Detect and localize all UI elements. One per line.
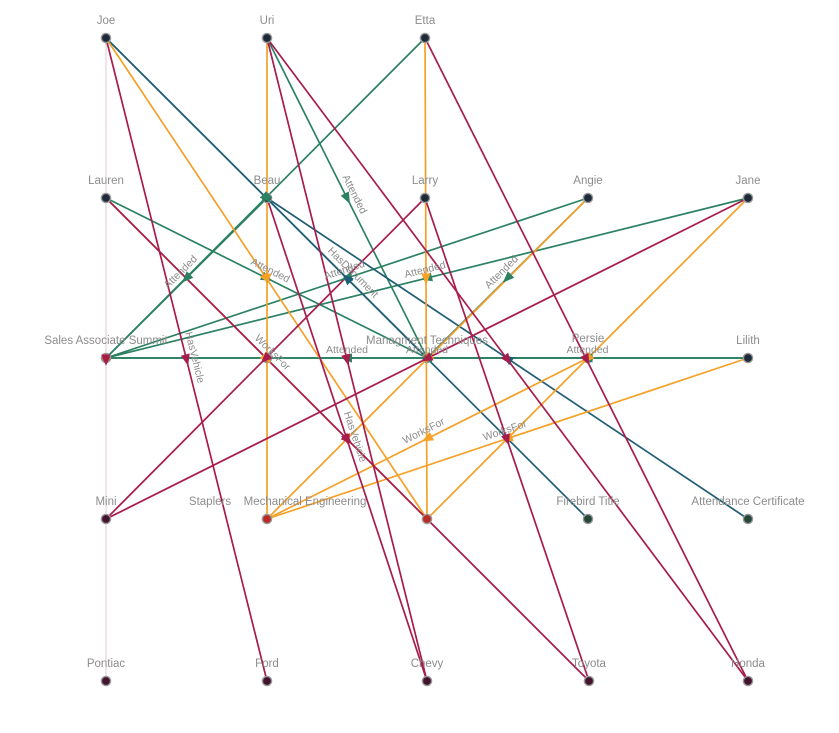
arrowheads-layer [101,191,595,446]
node-ford[interactable] [261,675,273,687]
arrowhead-worksfor-persie-staplers [421,432,435,442]
node-label-lauren: Lauren [88,175,124,187]
arrowhead-hasvehicle-etta-honda [580,352,590,366]
arrowhead-attended-uri-managment-techniques [340,191,350,204]
node-label-honda: Honda [731,658,765,670]
edge-label-attended-lilith-managment-techniques: Attended [566,344,608,356]
arrowhead-hasvehicle-lauren-toyota [340,432,353,445]
node-firebird-title[interactable] [582,513,594,525]
arrowhead-hasvehicle-joe-ford [180,353,190,366]
arrowhead-attended-beau-sales-associate-summit [181,271,194,283]
node-staplers[interactable] [261,513,273,525]
node-angie[interactable] [582,192,594,204]
edge-label-attended-lilith-sales-associate-summit: Attended [406,344,448,356]
node-label-angie: Angie [573,175,602,187]
node-lauren[interactable] [100,192,112,204]
node-label-attendance-certificate: Attendance Certificate [691,496,804,508]
arrowhead-hasvehicle-larry-toyota [501,433,510,446]
node-attendance-certificate[interactable] [742,513,754,525]
edge-label-attended-lauren-managment-techniques: Attended [249,256,292,286]
node-uri[interactable] [261,32,273,44]
node-label-toyota: Toyota [572,658,606,670]
node-label-jane: Jane [736,175,761,187]
edge-label-worksfor-persie-staplers: WorksFor [401,415,447,446]
node-label-managment-techniques: Managment Techniques [366,335,488,347]
node-honda[interactable] [742,675,754,687]
node-label-pontiac: Pontiac [87,658,126,670]
node-mechanical-engineering[interactable] [421,513,433,525]
node-label-ford: Ford [255,658,279,670]
node-label-beau: Beau [254,175,281,187]
node-pontiac[interactable] [100,675,112,687]
node-mini[interactable] [100,513,112,525]
node-label-firebird-title: Firebird Title [556,496,619,508]
arrowhead-hasvehicle-joe-pontiac [101,354,111,366]
arrowhead-worksfor-etta-mechanical-engineering [421,273,431,285]
arrowhead-attended-joe-managment-techniques [259,191,272,203]
node-label-uri: Uri [260,15,275,27]
arrowhead-hasvehicle-larry-mini [260,351,273,364]
node-jane[interactable] [742,192,754,204]
node-toyota[interactable] [583,675,595,687]
node-label-mechanical-engineering: Mechanical Engineering [244,496,367,508]
node-label-larry: Larry [412,175,438,187]
node-label-chevy: Chevy [411,658,444,670]
edge-label-worksfor-lauren-mechanical-engineering: WorksFor [252,332,293,373]
arrowhead-hasvehicle-jane-mini [421,352,434,362]
edge-label-attended-persie-sales-associate-summit: Attended [326,344,368,356]
node-label-staplers: Staplers [189,496,231,508]
node-label-lilith: Lilith [736,335,760,347]
node-joe[interactable] [100,32,112,44]
node-label-etta: Etta [415,15,436,27]
node-label-mini: Mini [95,496,116,508]
arrowhead-worksfor-uri-staplers [262,273,272,285]
arrowhead-hasvehicle-uri-chevy [341,353,351,366]
node-label-persie: Persie [572,333,605,345]
node-chevy[interactable] [421,675,433,687]
node-larry[interactable] [419,192,431,204]
node-etta[interactable] [419,32,431,44]
node-label-sales-associate-summit: Sales Associate Summit [44,335,168,347]
arrowhead-attended-angie-managment-techniques [502,271,515,283]
arrowhead-hasvehicle-uri-honda [500,352,512,365]
node-lilith[interactable] [742,352,754,364]
arrowhead-hasdocument-firebird-title-joe [342,273,354,286]
node-label-joe: Joe [97,15,116,27]
